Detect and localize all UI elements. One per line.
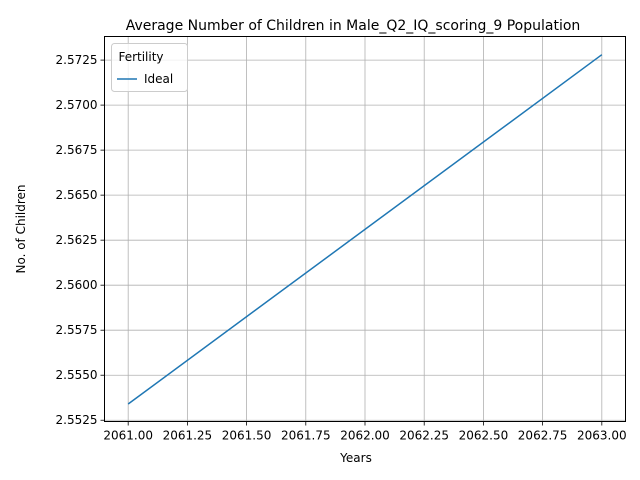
- y-tick-label: 2.5550: [56, 368, 98, 382]
- series-lines: [127, 54, 603, 405]
- x-tick-label: 2062.75: [518, 429, 568, 443]
- y-axis-ticks: 2.5525 2.5550 2.5575 2.5600 2.5625 2.5650 2.56…: [56, 53, 105, 427]
- y-axis-label: No. of Children: [14, 184, 28, 273]
- x-tick-label: 2062.00: [340, 429, 390, 443]
- x-axis-ticks: 2061.00 2061.25 2061.50 2061.75 2062.00 2062.…: [103, 421, 627, 443]
- grid-lines: [104, 36, 626, 422]
- y-tick-label: 2.5725: [56, 53, 98, 67]
- x-tick-label: 2061.00: [103, 429, 153, 443]
- y-tick-label: 2.5700: [56, 98, 98, 112]
- legend-title: Fertility: [118, 50, 163, 64]
- x-tick-label: 2062.25: [399, 429, 449, 443]
- x-tick-label: 2061.25: [163, 429, 213, 443]
- chart-title: Average Number of Children in Male_Q2_IQ…: [126, 18, 581, 34]
- y-tick-label: 2.5625: [56, 233, 98, 247]
- legend: Fertility Ideal: [111, 43, 188, 92]
- y-tick-label: 2.5675: [56, 143, 98, 157]
- y-tick-label: 2.5525: [56, 413, 98, 427]
- legend-label-ideal: Ideal: [144, 72, 173, 86]
- y-tick-label: 2.5600: [56, 278, 98, 292]
- x-tick-label: 2061.50: [222, 429, 272, 443]
- x-tick-label: 2062.50: [459, 429, 509, 443]
- x-tick-label: 2061.75: [281, 429, 331, 443]
- x-axis-label: Years: [339, 451, 372, 465]
- y-tick-label: 2.5575: [56, 323, 98, 337]
- x-tick-label: 2063.00: [577, 429, 627, 443]
- series-line-ideal: [127, 54, 603, 405]
- y-tick-label: 2.5650: [56, 188, 98, 202]
